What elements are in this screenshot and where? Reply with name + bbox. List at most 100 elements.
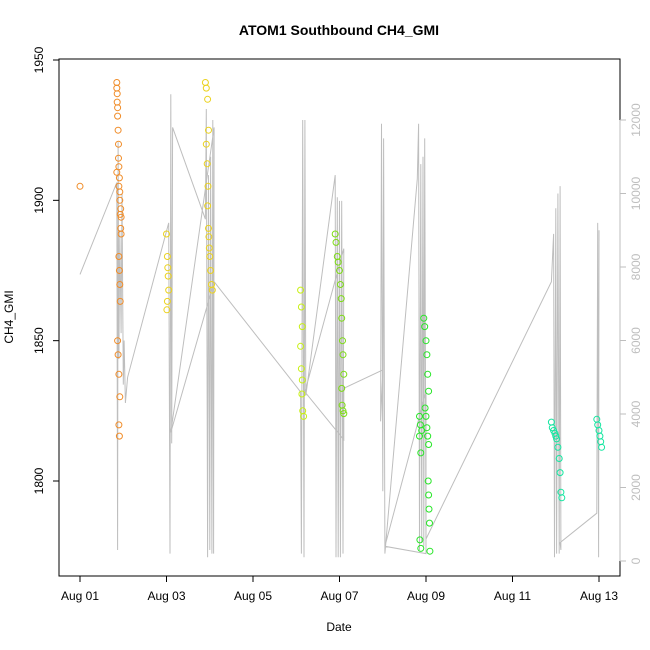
data-point bbox=[336, 267, 343, 274]
y-tick-label: 1900 bbox=[32, 187, 46, 214]
x-tick-label: Aug 13 bbox=[580, 589, 618, 603]
data-point bbox=[340, 410, 348, 418]
data-point bbox=[554, 443, 562, 451]
data-point bbox=[204, 95, 212, 103]
data-point bbox=[417, 544, 425, 552]
data-point bbox=[556, 469, 564, 477]
x-tick-label: Aug 05 bbox=[234, 589, 272, 603]
data-point bbox=[426, 547, 434, 555]
data-point bbox=[555, 455, 563, 462]
data-point bbox=[339, 337, 346, 345]
data-point bbox=[423, 351, 431, 359]
data-point bbox=[598, 443, 606, 451]
data-point bbox=[421, 323, 429, 331]
data-point bbox=[297, 286, 305, 294]
data-point bbox=[297, 342, 305, 350]
data-point bbox=[202, 140, 210, 148]
right-tick-label: 8000 bbox=[629, 253, 643, 280]
data-point bbox=[115, 163, 123, 171]
data-point bbox=[76, 182, 84, 190]
data-point bbox=[115, 267, 123, 274]
data-point bbox=[116, 297, 124, 305]
data-point bbox=[338, 384, 346, 392]
data-point bbox=[423, 424, 431, 432]
data-point bbox=[553, 435, 561, 443]
data-point bbox=[420, 314, 428, 322]
x-axis-label: Date bbox=[326, 620, 352, 634]
data-point bbox=[298, 390, 306, 398]
data-point bbox=[337, 295, 345, 303]
data-point bbox=[205, 126, 212, 134]
data-point bbox=[425, 505, 433, 513]
data-point bbox=[332, 238, 340, 246]
data-point bbox=[115, 140, 122, 148]
data-point bbox=[205, 244, 213, 252]
right-tick-label: 2000 bbox=[629, 474, 643, 501]
altitude-line bbox=[79, 94, 600, 558]
right-tick-label: 10000 bbox=[629, 176, 643, 210]
data-point bbox=[114, 112, 122, 120]
y-tick-label: 1850 bbox=[32, 327, 46, 354]
data-point bbox=[113, 90, 121, 98]
data-point bbox=[416, 432, 423, 440]
data-point bbox=[339, 407, 347, 415]
x-tick-label: Aug 09 bbox=[407, 589, 445, 603]
data-point bbox=[205, 224, 212, 232]
data-point bbox=[424, 370, 432, 378]
data-point bbox=[338, 314, 346, 322]
x-tick-label: Aug 01 bbox=[61, 589, 99, 603]
data-point bbox=[163, 253, 171, 260]
data-point bbox=[115, 370, 123, 378]
data-point bbox=[424, 477, 432, 485]
data-point bbox=[114, 337, 122, 345]
data-point bbox=[117, 230, 125, 238]
data-point bbox=[416, 536, 424, 544]
data-point bbox=[297, 365, 305, 373]
data-point bbox=[334, 258, 342, 266]
data-point bbox=[163, 230, 170, 238]
data-point bbox=[113, 79, 121, 86]
y-axis-label: CH4_GMI bbox=[2, 290, 16, 343]
chart-title: ATOM1 Southbound CH4_GMI bbox=[239, 22, 439, 38]
y-tick-label: 1950 bbox=[32, 46, 46, 73]
data-point bbox=[117, 205, 125, 213]
data-point bbox=[558, 494, 566, 502]
data-point bbox=[422, 337, 430, 345]
data-point bbox=[300, 412, 308, 420]
data-point bbox=[336, 281, 344, 288]
data-point bbox=[117, 213, 125, 221]
data-point bbox=[163, 297, 171, 305]
altitude-layer bbox=[79, 94, 600, 558]
data-point bbox=[164, 272, 172, 280]
data-point bbox=[422, 412, 430, 420]
data-point bbox=[115, 421, 123, 429]
data-point bbox=[425, 441, 433, 448]
data-point bbox=[298, 323, 306, 331]
data-point bbox=[204, 202, 212, 210]
data-point bbox=[115, 154, 122, 162]
data-point bbox=[417, 449, 425, 457]
y-axis: 1800 1850 1900 1950 bbox=[32, 46, 59, 494]
data-point bbox=[114, 104, 122, 112]
data-point bbox=[114, 351, 122, 359]
data-point bbox=[424, 432, 432, 440]
data-point bbox=[205, 233, 213, 241]
data-point bbox=[339, 351, 347, 359]
points-layer bbox=[76, 79, 606, 555]
data-point bbox=[116, 393, 124, 401]
data-point bbox=[164, 264, 172, 272]
data-point bbox=[203, 160, 211, 168]
data-point bbox=[297, 303, 305, 311]
data-point bbox=[331, 230, 339, 238]
data-point bbox=[340, 370, 348, 378]
right-tick-label: 0 bbox=[629, 557, 643, 564]
x-axis: Aug 01 Aug 03 Aug 05 Aug 07 Aug 09 Aug 11 Aug … bbox=[61, 576, 618, 603]
data-point bbox=[208, 286, 216, 294]
right-axis: 0 2000 4000 6000 8000 10000 12000 bbox=[619, 103, 643, 564]
data-point bbox=[116, 188, 124, 196]
data-point bbox=[206, 253, 214, 260]
data-point bbox=[425, 491, 433, 499]
y-tick-label: 1800 bbox=[32, 467, 46, 494]
